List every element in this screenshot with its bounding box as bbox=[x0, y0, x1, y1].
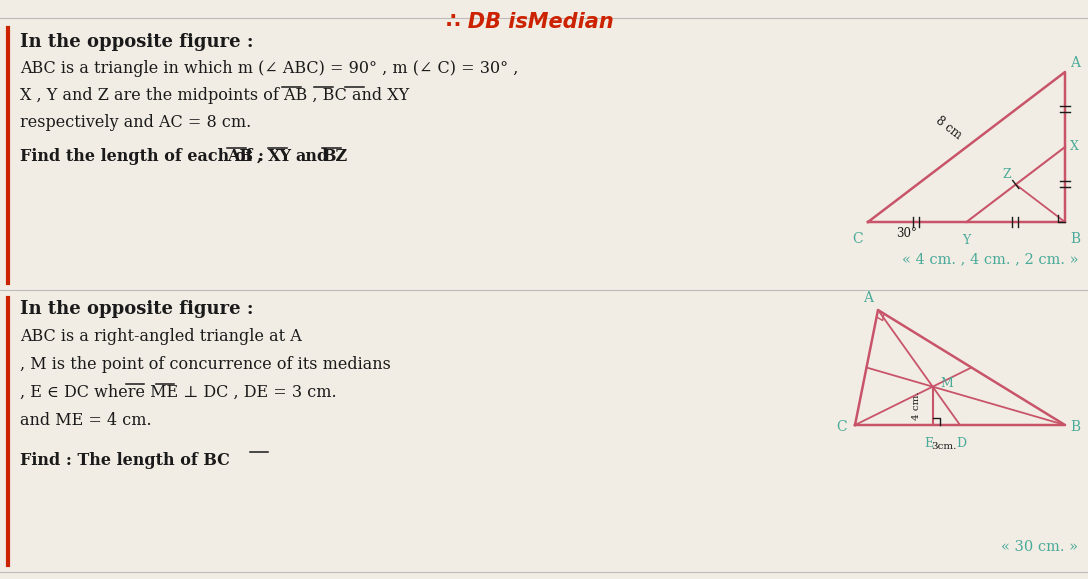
Text: D: D bbox=[956, 437, 967, 450]
Text: C: C bbox=[837, 420, 846, 434]
Text: ,: , bbox=[257, 148, 262, 165]
Text: ∴ DB isMedian: ∴ DB isMedian bbox=[446, 12, 614, 32]
Text: Y: Y bbox=[963, 234, 970, 247]
Text: respectively and AC = 8 cm.: respectively and AC = 8 cm. bbox=[20, 114, 251, 131]
Text: BZ: BZ bbox=[322, 148, 347, 165]
Text: and ME = 4 cm.: and ME = 4 cm. bbox=[20, 412, 151, 429]
Text: XY: XY bbox=[268, 148, 292, 165]
Text: ABC is a right-angled triangle at A: ABC is a right-angled triangle at A bbox=[20, 328, 301, 345]
Text: and: and bbox=[295, 148, 329, 165]
Text: 8 cm: 8 cm bbox=[934, 114, 964, 142]
Text: Find : The length of BC: Find : The length of BC bbox=[20, 452, 230, 469]
Text: X , Y and Z are the midpoints of AB , BC and XY: X , Y and Z are the midpoints of AB , BC… bbox=[20, 87, 409, 104]
Text: ABC is a triangle in which m (∠ ABC) = 90° , m (∠ C) = 30° ,: ABC is a triangle in which m (∠ ABC) = 9… bbox=[20, 60, 518, 77]
Text: « 30 cm. »: « 30 cm. » bbox=[1001, 540, 1078, 554]
Text: 3cm.: 3cm. bbox=[931, 442, 956, 451]
Text: B: B bbox=[1070, 232, 1080, 246]
Text: C: C bbox=[852, 232, 863, 246]
Text: « 4 cm. , 4 cm. , 2 cm. »: « 4 cm. , 4 cm. , 2 cm. » bbox=[902, 252, 1078, 266]
Text: Z: Z bbox=[1002, 167, 1011, 181]
Text: 30°: 30° bbox=[897, 227, 917, 240]
Text: Find the length of each of :: Find the length of each of : bbox=[20, 148, 270, 165]
Text: In the opposite figure :: In the opposite figure : bbox=[20, 33, 254, 51]
Text: E: E bbox=[924, 437, 934, 450]
Text: A: A bbox=[863, 291, 873, 305]
Text: B: B bbox=[1070, 420, 1080, 434]
Text: A: A bbox=[1070, 56, 1080, 70]
Text: In the opposite figure :: In the opposite figure : bbox=[20, 300, 254, 318]
Text: X: X bbox=[1070, 141, 1079, 153]
Text: , E ∈ DC where ME ⊥ DC , DE = 3 cm.: , E ∈ DC where ME ⊥ DC , DE = 3 cm. bbox=[20, 384, 336, 401]
Text: 4 cm.: 4 cm. bbox=[912, 391, 920, 420]
Text: , M is the point of concurrence of its medians: , M is the point of concurrence of its m… bbox=[20, 356, 391, 373]
Text: M: M bbox=[941, 377, 953, 390]
Text: AB: AB bbox=[227, 148, 254, 165]
